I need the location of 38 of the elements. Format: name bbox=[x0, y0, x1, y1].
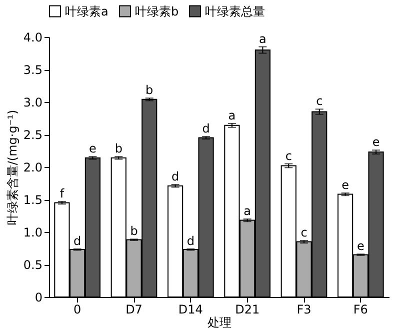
data-label: d bbox=[171, 170, 180, 184]
x-tick-label: F3 bbox=[296, 302, 312, 316]
data-label: a bbox=[259, 32, 266, 46]
data-label: e bbox=[342, 178, 349, 192]
data-label: d bbox=[186, 234, 194, 248]
x-tick-label: D7 bbox=[126, 302, 142, 316]
data-label: e bbox=[356, 239, 364, 254]
data-label: f bbox=[60, 186, 65, 200]
y-axis-title: 叶绿素含量/(mg·g⁻¹) bbox=[5, 110, 20, 226]
y-tick-label: 3.5 bbox=[23, 63, 42, 77]
y-tick-label: 1.5 bbox=[23, 193, 42, 207]
x-tick-label: D21 bbox=[235, 302, 260, 316]
legend-label: 叶绿素总量 bbox=[205, 4, 265, 18]
y-tick-label: 2.5 bbox=[23, 128, 42, 142]
data-label: e bbox=[372, 135, 380, 150]
y-tick-label: 3.0 bbox=[23, 96, 42, 110]
y-tick-label: 4.0 bbox=[23, 30, 42, 44]
data-label: c bbox=[285, 148, 292, 163]
data-label: d bbox=[74, 234, 82, 248]
data-label: a bbox=[228, 108, 236, 122]
data-label: b bbox=[130, 224, 138, 238]
y-tick-label: 0 bbox=[34, 290, 42, 304]
x-tick-label: F6 bbox=[353, 302, 368, 316]
data-label: c bbox=[316, 94, 323, 108]
legend-label: 叶绿素a bbox=[65, 4, 108, 18]
data-label: b bbox=[114, 142, 122, 156]
data-label: a bbox=[244, 204, 252, 218]
x-axis-title: 处理 bbox=[208, 316, 232, 330]
x-tick-label: D14 bbox=[178, 302, 203, 316]
data-label: d bbox=[202, 121, 210, 136]
data-label: b bbox=[146, 83, 154, 98]
y-tick-label: 2.0 bbox=[23, 160, 42, 174]
x-tick-label: 0 bbox=[74, 302, 82, 316]
y-tick-label: 1.0 bbox=[23, 226, 42, 240]
y-tick-label: 0.5 bbox=[23, 258, 42, 272]
legend-label: 叶绿素b bbox=[135, 4, 179, 18]
data-label: e bbox=[89, 142, 96, 156]
data-label: c bbox=[300, 225, 308, 240]
